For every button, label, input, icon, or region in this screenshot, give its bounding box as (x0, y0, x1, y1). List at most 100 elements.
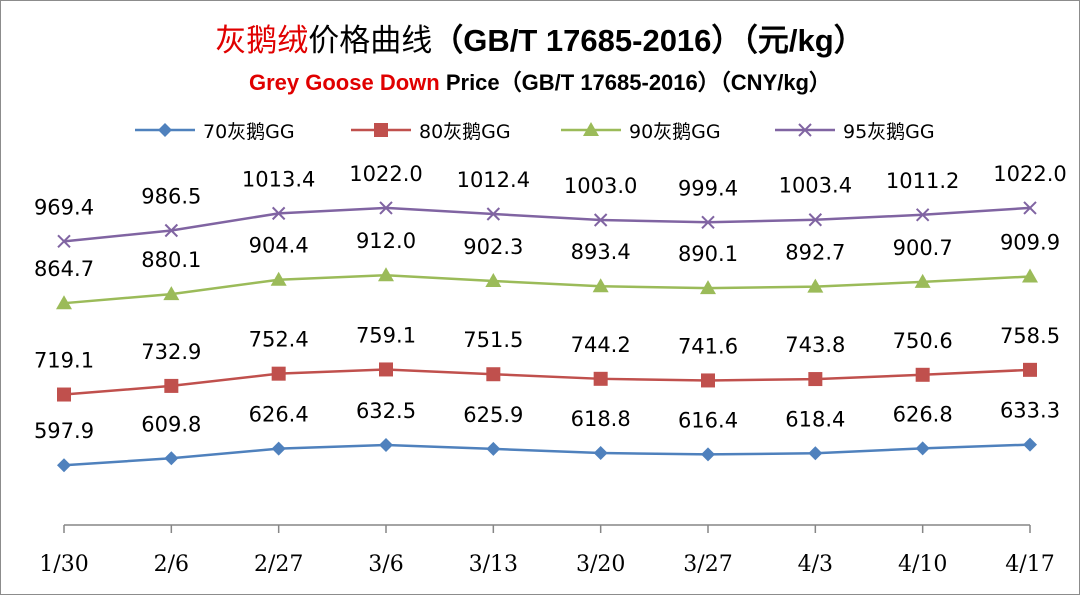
data-label: 719.1 (34, 349, 94, 373)
data-point-square (701, 373, 715, 388)
data-point-square (486, 367, 501, 382)
x-tick-label: 2/27 (254, 552, 303, 577)
data-label: 609.8 (141, 412, 201, 436)
data-point-diamond (701, 447, 715, 462)
data-label: 1013.4 (242, 167, 315, 191)
data-label: 999.4 (678, 176, 738, 200)
data-point-x (593, 213, 608, 227)
data-point-triangle (378, 267, 394, 282)
data-label: 909.9 (1000, 230, 1060, 254)
data-label: 744.2 (571, 333, 631, 357)
data-label: 892.7 (785, 241, 845, 265)
data-label: 1011.2 (886, 169, 959, 193)
data-point-x (379, 201, 393, 215)
data-label: 758.5 (1000, 324, 1060, 348)
data-point-x (164, 223, 179, 238)
data-label: 750.6 (893, 329, 953, 353)
legend-marker-diamond (135, 123, 195, 137)
data-label: 1003.0 (564, 174, 637, 198)
data-label: 626.8 (893, 402, 953, 426)
data-point-diamond (164, 451, 179, 466)
data-point-square (379, 362, 393, 377)
data-point-diamond (915, 441, 930, 456)
data-point-triangle (914, 273, 931, 288)
chart-title-cn: 灰鹅绒价格曲线（GB/T 17685-2016）（元/kg） (1, 15, 1079, 60)
data-point-square (1023, 362, 1037, 377)
x-tick-label: 4/17 (1005, 552, 1054, 577)
data-point-triangle (700, 280, 716, 295)
x-tick-label: 2/6 (154, 552, 189, 577)
data-point-diamond (1023, 437, 1037, 452)
data-label: 616.4 (678, 408, 738, 432)
legend-label-70: 70灰鹅GG (203, 120, 295, 143)
data-label: 1022.0 (349, 162, 422, 186)
data-point-triangle (807, 278, 824, 293)
legend-label-90: 90灰鹅GG (629, 120, 721, 143)
data-point-triangle (485, 272, 502, 287)
data-point-x (915, 208, 930, 222)
legend-marker-x (775, 123, 835, 137)
x-tick-label: 3/13 (469, 552, 518, 577)
data-label: 618.4 (785, 407, 845, 431)
data-point-square (808, 372, 823, 387)
data-point-x (57, 234, 71, 249)
data-point-triangle (1022, 268, 1038, 283)
title-en-accent: Grey Goose Down (249, 70, 440, 95)
legend-item-95[interactable]: 95灰鹅GG (775, 115, 935, 145)
data-label: 902.3 (463, 235, 523, 259)
data-point-square (57, 387, 71, 402)
series-line-1 (63, 368, 1031, 396)
legend-item-70[interactable]: 70灰鹅GG (135, 115, 295, 145)
legend-item-80[interactable]: 80灰鹅GG (351, 115, 511, 145)
data-point-diamond (808, 446, 823, 461)
data-point-x (701, 215, 715, 229)
title-cn-accent: 灰鹅绒 (215, 23, 309, 59)
data-point-diamond (486, 441, 501, 456)
x-tick-label: 4/3 (798, 552, 833, 577)
x-tick-label: 3/27 (683, 552, 732, 577)
data-point-x (1023, 201, 1037, 215)
data-point-square (915, 367, 930, 382)
x-tick-label: 1/30 (39, 552, 88, 577)
data-label: 597.9 (34, 419, 94, 443)
data-label: 880.1 (141, 248, 201, 272)
x-tick-label: 3/6 (368, 552, 403, 577)
data-point-diamond (57, 458, 71, 473)
data-label: 1012.4 (457, 168, 530, 192)
legend-item-90[interactable]: 90灰鹅GG (561, 115, 721, 145)
legend-marker-square (351, 123, 411, 137)
chart-title-en: Grey Goose Down Price（GB/T 17685-2016）（C… (1, 65, 1079, 97)
data-point-diamond (271, 441, 286, 456)
data-point-triangle (270, 271, 287, 286)
data-point-square (271, 366, 286, 381)
legend-label-95: 95灰鹅GG (843, 120, 935, 143)
data-label: 912.0 (356, 229, 416, 253)
data-label: 743.8 (785, 333, 845, 357)
data-point-square (164, 378, 179, 393)
data-label: 759.1 (356, 323, 416, 347)
title-cn-main: 价格曲线 (308, 23, 433, 59)
data-label: 625.9 (463, 403, 523, 427)
series-line-2 (63, 273, 1031, 305)
data-point-triangle (163, 286, 180, 301)
data-label: 732.9 (141, 340, 201, 364)
data-label: 893.4 (571, 240, 631, 264)
data-label: 890.1 (678, 242, 738, 266)
data-point-x (271, 206, 286, 221)
data-label: 751.5 (463, 328, 523, 352)
data-label: 969.4 (34, 195, 94, 219)
data-label: 900.7 (893, 236, 953, 260)
data-label: 986.5 (141, 185, 201, 209)
data-point-diamond (593, 446, 608, 461)
title-cn-code: （GB/T 17685-2016）（元/kg） (432, 23, 865, 58)
data-point-x (808, 213, 823, 227)
data-point-x (486, 207, 501, 221)
data-label: 741.6 (678, 334, 738, 358)
data-label: 864.7 (34, 257, 94, 281)
data-point-triangle (592, 278, 609, 293)
data-label: 618.8 (571, 407, 631, 431)
data-point-square (593, 371, 608, 386)
data-label: 632.5 (356, 399, 416, 423)
